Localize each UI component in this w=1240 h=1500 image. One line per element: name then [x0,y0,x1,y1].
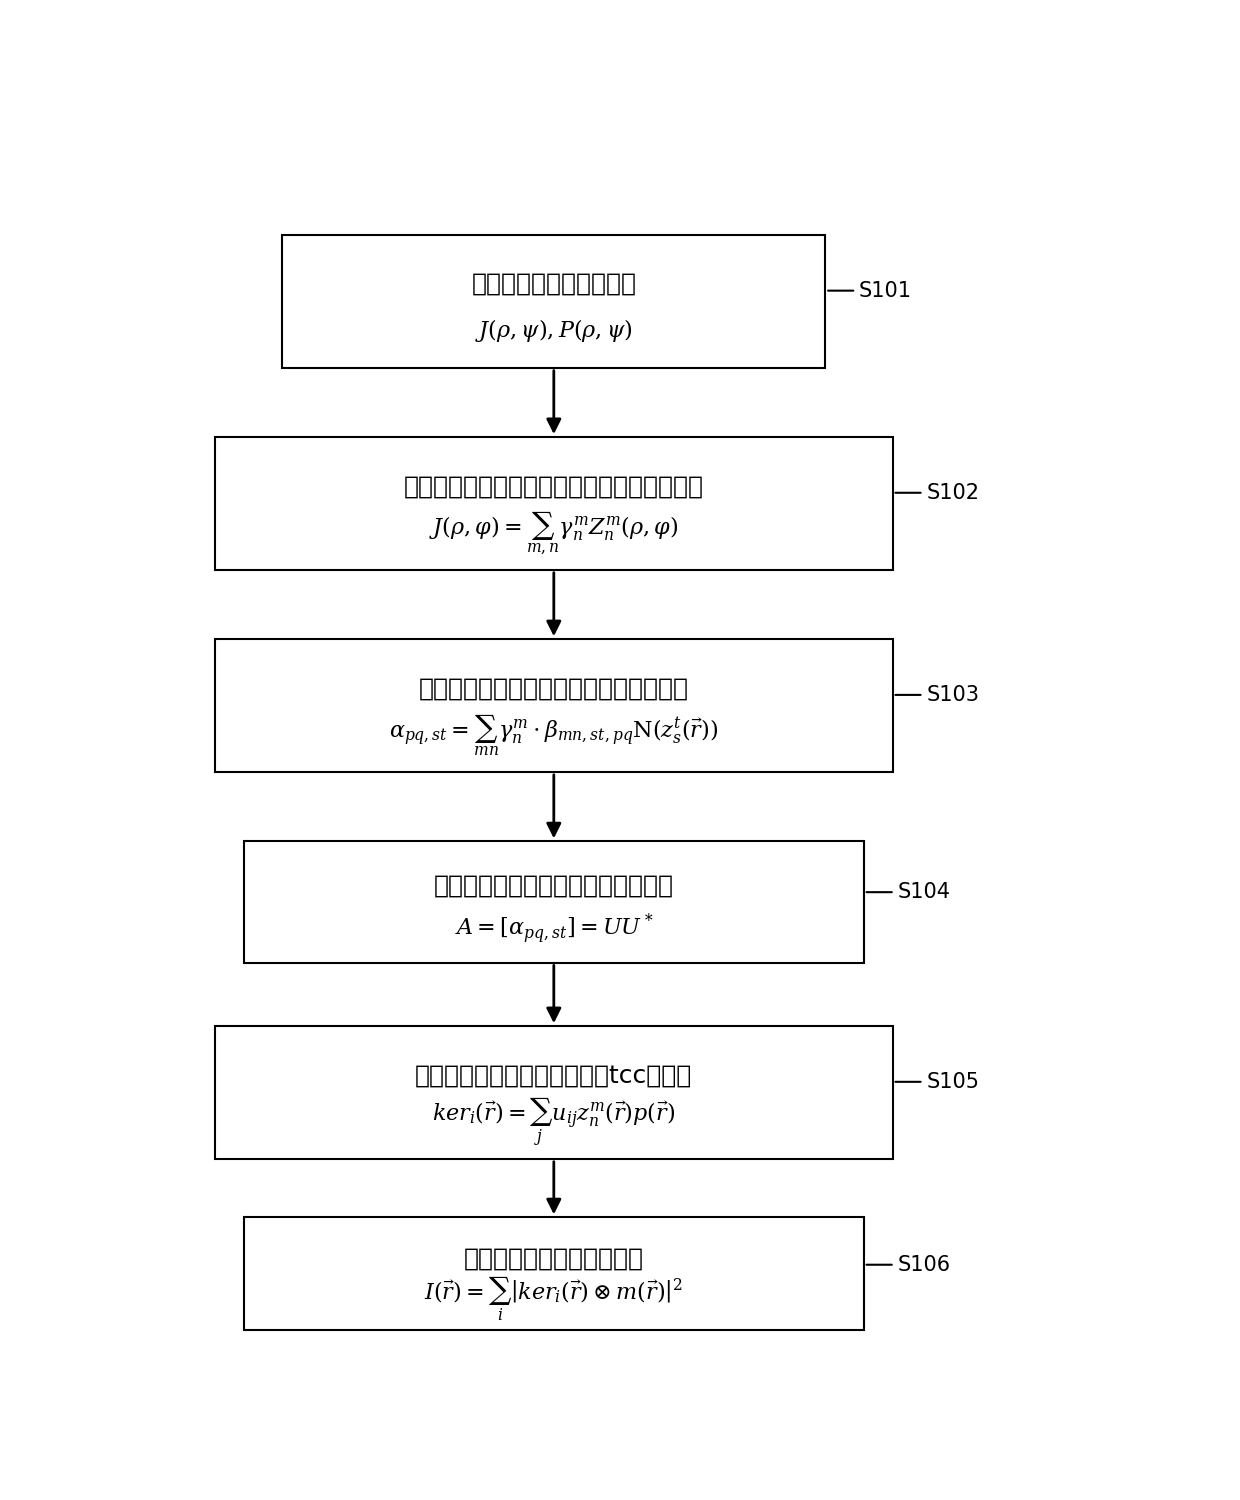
Text: $ker_i(\vec{r})=\sum_j u_{ij}z_n^m(\vec{r})p(\vec{r})$: $ker_i(\vec{r})=\sum_j u_{ij}z_n^m(\vec{… [433,1095,676,1148]
Text: S101: S101 [828,280,911,300]
Text: $J(\rho,\varphi)=\sum_{m,n}\gamma_n^m Z_n^m(\rho,\varphi)$: $J(\rho,\varphi)=\sum_{m,n}\gamma_n^m Z_… [429,509,678,556]
FancyBboxPatch shape [283,236,826,368]
Text: $J(\rho,\psi),P(\rho,\psi)$: $J(\rho,\psi),P(\rho,\psi)$ [475,316,632,344]
FancyBboxPatch shape [244,842,864,963]
FancyBboxPatch shape [215,436,893,570]
FancyBboxPatch shape [215,1026,893,1160]
Text: 计算获得像平面的光强分布: 计算获得像平面的光强分布 [464,1246,644,1270]
Text: S103: S103 [895,686,980,705]
Text: S102: S102 [895,483,980,502]
Text: 将光源函数投影到频域上的一组正交基函数上: 将光源函数投影到频域上的一组正交基函数上 [404,474,704,498]
FancyBboxPatch shape [244,1216,864,1330]
FancyBboxPatch shape [215,639,893,772]
Text: $I(\vec{r})=\sum_i\left|ker_i(\vec{r})\otimes m(\vec{r})\right|^2$: $I(\vec{r})=\sum_i\left|ker_i(\vec{r})\o… [424,1275,683,1323]
Text: 建立投影系数矩阵并进行特征值分解: 建立投影系数矩阵并进行特征值分解 [434,874,673,898]
Text: $A=\left[\alpha_{pq,st}\right]=UU^*$: $A=\left[\alpha_{pq,st}\right]=UU^*$ [455,912,653,946]
Text: $\alpha_{pq,st}=\sum_{mn}\gamma_n^m\cdot\beta_{mn,st,pq}\mathrm{N}(z_s^t(\vec{r}: $\alpha_{pq,st}=\sum_{mn}\gamma_n^m\cdot… [389,712,718,758]
Text: 获得成像系统的交叉传递函数tcc核函数: 获得成像系统的交叉传递函数tcc核函数 [415,1064,692,1088]
Text: S105: S105 [895,1072,980,1092]
Text: S104: S104 [867,882,950,902]
Text: 计算光源互强度函数分离变量的投影系数: 计算光源互强度函数分离变量的投影系数 [419,676,688,700]
Text: 输入成像系统的光学参数: 输入成像系统的光学参数 [471,272,636,296]
Text: S106: S106 [867,1254,951,1275]
